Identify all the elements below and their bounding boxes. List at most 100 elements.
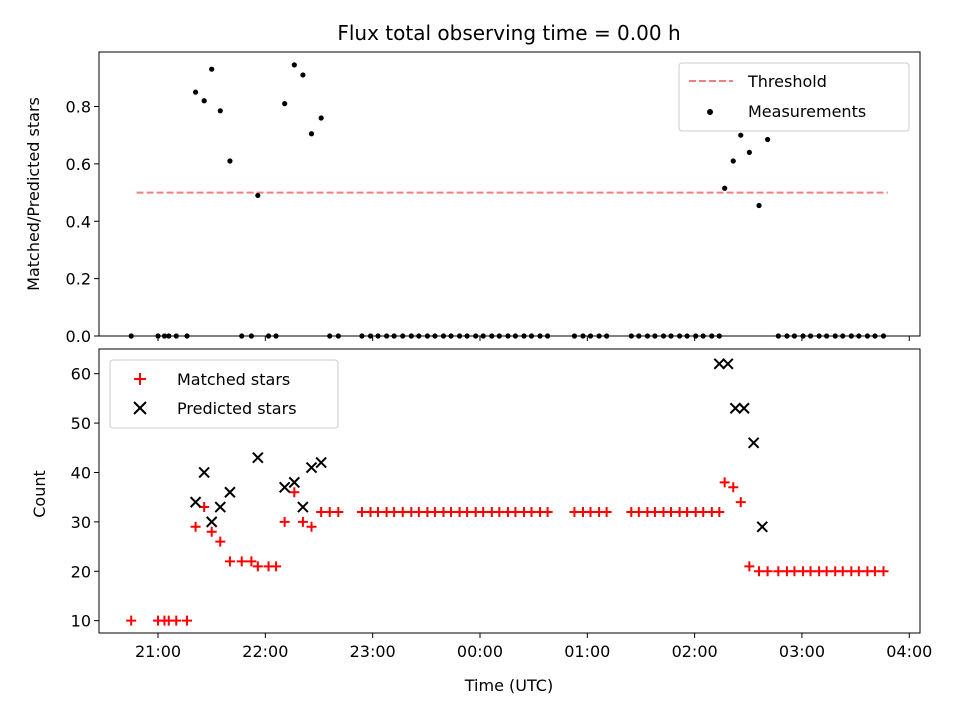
matched-star-point	[714, 506, 725, 517]
measurement-point	[209, 66, 215, 72]
matched-star-point	[333, 506, 344, 517]
measurement-point	[217, 108, 223, 114]
top-y-tick-label: 0.0	[66, 327, 91, 346]
matched-star-point	[837, 566, 848, 577]
matched-star-point	[510, 506, 521, 517]
bottom-x-tick-label: 03:00	[779, 642, 825, 661]
bottom-y-tick-label: 10	[71, 612, 91, 631]
measurement-point	[756, 202, 762, 209]
matched-star-point	[252, 561, 263, 572]
top-x-ticks	[157, 336, 910, 341]
predicted-star-point	[756, 521, 768, 533]
top-legend-box	[678, 62, 910, 132]
bottom-y-tick-label: 20	[71, 562, 91, 581]
matched-star-point	[246, 556, 257, 567]
predicted-star-point	[747, 437, 760, 449]
matched-star-point	[215, 536, 226, 547]
matched-star-point	[526, 506, 537, 517]
measurement-point	[255, 192, 261, 199]
matched-star-point	[853, 566, 864, 577]
matched-star-point	[773, 566, 784, 577]
matched-star-point	[182, 615, 193, 626]
top-y-tick-label: 0.2	[66, 270, 91, 289]
matched-star-point	[762, 566, 773, 577]
measurement-point	[201, 98, 207, 104]
bottom-y-axis-label: Count	[30, 470, 49, 518]
bottom-y-ticks: 10 20 30 40 50 60	[71, 365, 99, 631]
x-axis-label: Time (UTC)	[464, 676, 553, 695]
matched-star-point	[869, 566, 880, 577]
legend-predicted-swatch	[133, 401, 147, 415]
bottom-x-tick-label: 00:00	[457, 642, 503, 661]
matched-star-point	[171, 615, 182, 626]
legend-threshold-label: Threshold	[747, 72, 827, 91]
predicted-star-point	[205, 516, 218, 528]
predicted-star-point	[278, 481, 291, 494]
bottom-y-tick-label: 30	[71, 513, 91, 532]
top-legend: Threshold Measurements	[678, 62, 910, 132]
predicted-star-point	[305, 461, 318, 474]
bottom-y-tick-label: 60	[71, 365, 91, 384]
measurement-point	[282, 101, 288, 107]
bottom-x-tick-label: 02:00	[672, 642, 718, 661]
bottom-panel: 10 20 30 40 50 60 21:00 22:00 23:00 00:00 01:00 02…	[30, 348, 932, 695]
matched-star-point	[271, 561, 282, 572]
legend-measurements-label: Measurements	[748, 102, 866, 121]
matched-star-point	[324, 506, 335, 517]
bottom-x-tick-label: 21:00	[135, 642, 181, 661]
legend-predicted-label: Predicted stars	[177, 399, 297, 418]
bottom-x-tick-label: 04:00	[886, 642, 932, 661]
matched-star-point	[190, 521, 201, 532]
matched-star-point	[206, 526, 217, 537]
matched-star-point	[542, 506, 553, 517]
matched-star-point	[413, 506, 424, 517]
predicted-star-point	[214, 501, 226, 513]
predicted-star-point	[729, 402, 742, 414]
bottom-x-tick-label: 01:00	[564, 642, 610, 661]
matched-star-point	[666, 506, 677, 517]
bottom-axes-frame	[98, 348, 921, 634]
measurement-point	[300, 72, 306, 78]
matched-star-point	[478, 506, 489, 517]
matched-star-point	[754, 566, 765, 577]
bottom-x-tick-label: 23:00	[350, 642, 396, 661]
bottom-x-ticks: 21:00 22:00 23:00 00:00 01:00 02:00 03:00 04:00	[135, 633, 932, 661]
predicted-star-point	[252, 451, 264, 464]
matched-star-point	[373, 506, 384, 517]
measurement-point	[738, 132, 744, 138]
top-y-axis-label: Matched/Predicted stars	[24, 97, 43, 291]
predicted-star-point	[288, 476, 301, 489]
top-y-tick-label: 0.4	[66, 212, 91, 231]
predicted-star-point	[722, 358, 734, 370]
measurement-point	[308, 131, 315, 137]
matched-star-point	[649, 506, 660, 517]
matched-star-point	[316, 506, 327, 517]
chart-title: Flux total observing time = 0.00 h	[337, 21, 680, 45]
matched-star-point	[306, 521, 317, 532]
measurement-point	[192, 89, 199, 95]
matched-star-point	[744, 561, 755, 572]
matched-star-point	[585, 506, 596, 517]
top-axes-frame	[98, 51, 921, 337]
top-y-tick-label: 0.8	[66, 98, 91, 117]
legend-measurements-swatch	[707, 109, 713, 115]
measurement-point	[765, 136, 771, 143]
matched-star-point	[698, 506, 709, 517]
matched-star-point	[719, 477, 730, 488]
matched-star-point	[633, 506, 644, 517]
predicted-star-point	[189, 496, 202, 508]
matched-star-point	[601, 506, 612, 517]
matched-star-point	[389, 506, 400, 517]
bottom-legend-box	[109, 359, 339, 429]
matched-star-point	[821, 566, 832, 577]
matched-star-point	[297, 516, 308, 527]
measurement-point	[291, 62, 297, 68]
matched-star-point	[805, 566, 816, 577]
matched-star-point	[569, 506, 580, 517]
bottom-y-tick-label: 50	[71, 414, 91, 433]
top-y-tick-label: 0.6	[66, 155, 91, 174]
matched-star-point	[789, 566, 800, 577]
matched-star-point	[446, 506, 457, 517]
predicted-star-point	[297, 501, 309, 513]
